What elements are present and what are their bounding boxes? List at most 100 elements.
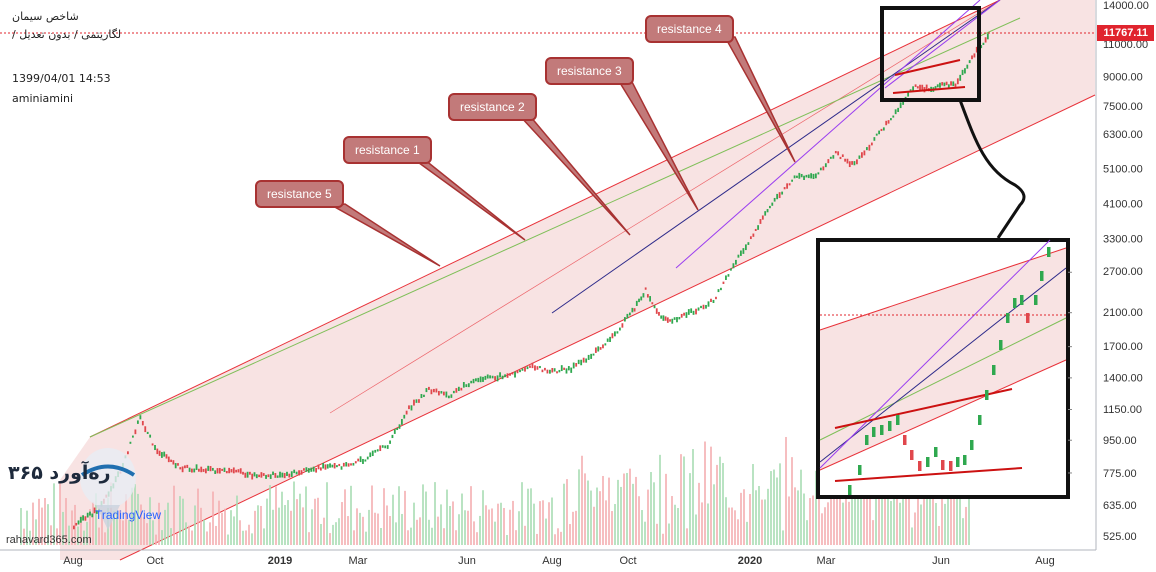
price-candle: [204, 468, 207, 474]
price-candle: [742, 248, 745, 254]
price-candle: [798, 172, 801, 179]
volume-bar: [290, 510, 292, 545]
price-candle: [604, 343, 607, 346]
price-candle: [609, 336, 611, 342]
volume-bar: [341, 502, 343, 545]
price-candle: [82, 515, 84, 521]
volume-bar: [620, 486, 622, 545]
volume-bar: [902, 491, 904, 545]
inset-candle: [1026, 313, 1030, 323]
price-candle: [660, 315, 663, 319]
price-candle: [391, 434, 394, 439]
price-tick-label: 11000.00: [1103, 39, 1148, 51]
price-candle: [281, 472, 284, 478]
volume-bar: [464, 510, 466, 545]
price-candle: [345, 462, 348, 467]
price-candle: [249, 471, 251, 475]
volume-bar: [503, 507, 505, 545]
time-axis[interactable]: Aug Oct 2019 Mar Jun Aug Oct 2020 Mar Jun Aug: [0, 549, 1096, 567]
price-candle: [195, 464, 198, 470]
volume-bar: [518, 511, 520, 545]
volume-bar: [104, 532, 106, 545]
balloon-stripe: [80, 464, 136, 477]
price-candle: [558, 369, 561, 373]
price-candle: [858, 155, 861, 159]
volume-bar: [452, 501, 454, 545]
price-candle: [146, 431, 149, 434]
time-tick-label: 2019: [268, 555, 292, 567]
price-candle: [921, 84, 924, 91]
price-candle: [680, 313, 683, 318]
inset-candle: [1020, 295, 1024, 305]
volume-bar: [440, 504, 442, 545]
volume-bar: [893, 465, 895, 545]
price-candle: [207, 465, 210, 471]
price-candle: [336, 465, 338, 468]
price-candle: [692, 310, 695, 315]
volume-bar: [881, 465, 883, 545]
volume-bar: [785, 436, 787, 545]
website-url[interactable]: rahavard365.com: [6, 534, 92, 546]
volume-bar: [44, 498, 46, 545]
price-candle: [244, 472, 247, 478]
price-candle: [582, 357, 585, 363]
price-candle: [856, 159, 858, 165]
price-candle: [202, 468, 205, 472]
price-candle: [916, 86, 919, 89]
price-candle: [819, 167, 822, 171]
price-tick-label: 775.00: [1103, 468, 1137, 480]
volume-bar: [467, 510, 469, 545]
price-candle: [687, 309, 690, 315]
volume-bar: [347, 516, 349, 545]
price-candle: [77, 520, 80, 525]
volume-bar: [116, 510, 118, 545]
volume-bar: [395, 522, 397, 545]
price-candle: [749, 236, 752, 240]
price-candle: [188, 467, 191, 472]
price-candle: [93, 507, 96, 514]
volume-bar: [605, 500, 607, 545]
volume-bar: [428, 519, 430, 545]
callout-resistance-1: resistance 1: [343, 136, 432, 164]
volume-bar: [587, 480, 589, 545]
price-candle: [200, 466, 203, 473]
rahavard-logo: ره‌آورد ۳۶۵: [8, 462, 111, 484]
volume-bar: [446, 489, 448, 545]
price-candle: [89, 511, 91, 516]
volume-bar: [305, 486, 307, 545]
price-candle: [904, 96, 907, 99]
volume-bar: [617, 479, 619, 545]
price-candle: [947, 84, 950, 89]
price-tick-label: 2100.00: [1103, 307, 1143, 319]
tradingview-watermark: TradingView: [95, 508, 162, 522]
price-candle: [814, 173, 817, 179]
price-candle: [228, 467, 231, 474]
volume-bar: [371, 485, 373, 545]
chart-subtitle: لگاریتمی / بدون تعدیل /: [12, 28, 122, 41]
volume-bar: [890, 501, 892, 545]
price-candle: [810, 173, 813, 179]
price-candle: [359, 456, 362, 463]
price-candle: [737, 254, 740, 258]
price-candle: [971, 55, 973, 60]
green-trend-line: [89, 17, 1021, 438]
price-candle: [943, 82, 946, 87]
price-candle: [319, 467, 322, 471]
price-candle: [230, 469, 233, 473]
price-candle: [347, 463, 350, 467]
volume-bar: [236, 495, 238, 545]
inset-candle: [999, 340, 1003, 350]
volume-bar: [302, 507, 304, 545]
price-candle: [964, 68, 966, 74]
volume-bar: [836, 483, 838, 545]
price-candle: [452, 390, 455, 394]
price-candle: [369, 452, 372, 458]
volume-bar: [416, 519, 418, 545]
price-candle: [324, 464, 327, 470]
volume-bar: [335, 522, 337, 545]
price-candle: [902, 101, 905, 105]
price-candle: [260, 472, 263, 478]
price-candle: [635, 300, 638, 306]
